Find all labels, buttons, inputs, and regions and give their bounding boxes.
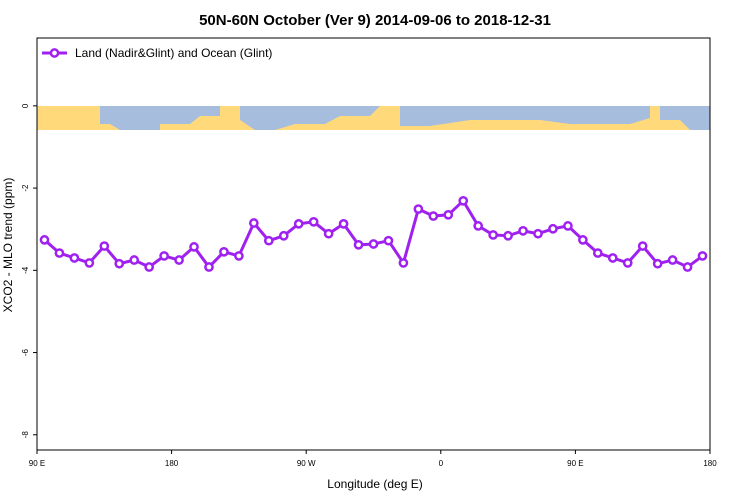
data-point — [398, 258, 409, 268]
data-point — [473, 221, 484, 231]
data-point — [69, 253, 80, 263]
y-axis-label: XCO2 - MLO trend (ppm) — [1, 178, 15, 313]
data-point — [129, 255, 140, 265]
data-point — [278, 230, 289, 241]
x-tick-label: 180 — [703, 459, 717, 468]
data-point — [189, 242, 199, 252]
data-point — [308, 216, 319, 227]
data-point — [548, 223, 558, 234]
series-line — [43, 198, 704, 270]
data-point — [293, 219, 304, 229]
data-point — [263, 235, 274, 246]
data-point — [533, 228, 543, 239]
data-point — [563, 221, 573, 231]
data-point — [249, 218, 259, 228]
data-point — [607, 253, 618, 263]
data-point — [652, 258, 663, 269]
plot-frame — [36, 37, 711, 451]
data-point — [578, 235, 588, 245]
data-point — [368, 239, 379, 249]
legend-label: Land (Nadir&Glint) and Ocean (Glint) — [75, 46, 272, 60]
data-point — [84, 258, 95, 268]
chart-title: 50N-60N October (Ver 9) 2014-09-06 to 20… — [199, 12, 551, 29]
y-tick-label: -4 — [21, 266, 30, 274]
data-point — [114, 258, 125, 269]
data-point — [682, 262, 693, 272]
x-axis-label: Longitude (deg E) — [327, 477, 422, 491]
legend-marker — [49, 48, 60, 58]
x-tick-label: 90 E — [567, 459, 583, 468]
data-point — [488, 230, 498, 240]
map-strip — [37, 106, 710, 130]
y-tick-label: -2 — [21, 184, 30, 192]
data-point — [503, 230, 513, 241]
data-point — [383, 235, 394, 246]
data-point — [458, 195, 469, 206]
data-point — [174, 255, 184, 265]
data-point — [518, 225, 528, 236]
data-point — [54, 248, 65, 258]
data-point — [219, 246, 229, 257]
data-point — [159, 251, 169, 261]
data-point — [353, 239, 364, 250]
data-point — [144, 262, 155, 272]
x-tick-label: 90 E — [29, 459, 45, 468]
data-point — [622, 258, 633, 268]
x-tick-label: 0 — [439, 459, 444, 468]
data-point — [667, 255, 678, 265]
data-point — [234, 251, 244, 261]
data-point — [428, 211, 439, 221]
data-point — [592, 248, 603, 258]
x-tick-label: 180 — [165, 459, 179, 468]
data-point — [99, 241, 110, 251]
y-tick-label: 0 — [21, 103, 30, 108]
data-point — [338, 219, 349, 229]
data-point — [413, 204, 424, 214]
data-point — [637, 241, 648, 251]
data-point — [697, 251, 708, 261]
data-point — [323, 228, 334, 239]
y-tick-label: -6 — [21, 348, 30, 356]
data-point — [39, 235, 50, 245]
y-tick-label: -8 — [21, 431, 30, 439]
data-point — [204, 262, 214, 272]
x-tick-label: 90 W — [297, 459, 316, 468]
data-point — [443, 209, 454, 220]
